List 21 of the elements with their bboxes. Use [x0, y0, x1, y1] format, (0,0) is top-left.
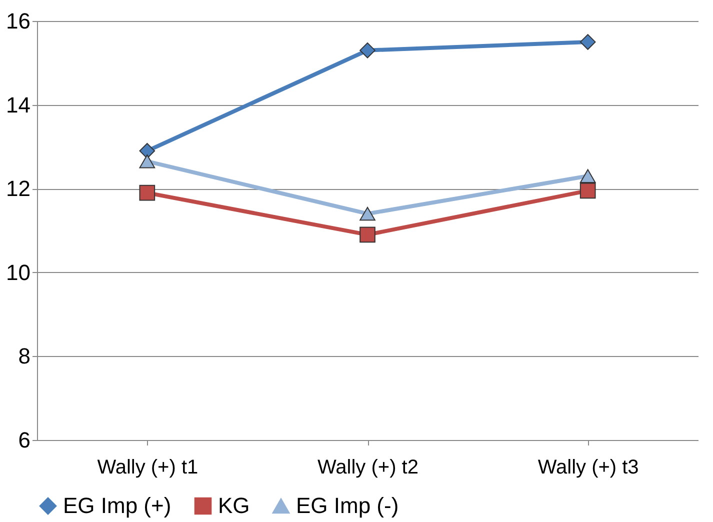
point [360, 42, 376, 58]
legend-label: EG Imp (-) [296, 493, 399, 518]
y-tick-label: 12 [6, 176, 30, 202]
y-tick-label: 8 [18, 344, 30, 369]
point [580, 182, 596, 199]
y-tick-label: 6 [18, 428, 30, 452]
y-tick-label: 14 [6, 92, 30, 118]
legend-label: KG [218, 493, 250, 518]
x-tick-label: Wally (+) t2 [318, 456, 418, 478]
legend-label: EG Imp (+) [63, 493, 172, 518]
x-tick-label: Wally (+) t1 [97, 456, 198, 478]
y-tick-label: 10 [6, 260, 30, 285]
point [360, 226, 376, 243]
point [139, 184, 156, 201]
point [139, 142, 156, 159]
point [580, 169, 596, 183]
point [360, 206, 376, 221]
y-tick-label: 16 [6, 8, 30, 34]
point [139, 154, 156, 168]
x-tick-label: Wally (+) t3 [538, 456, 639, 478]
point [580, 34, 596, 50]
